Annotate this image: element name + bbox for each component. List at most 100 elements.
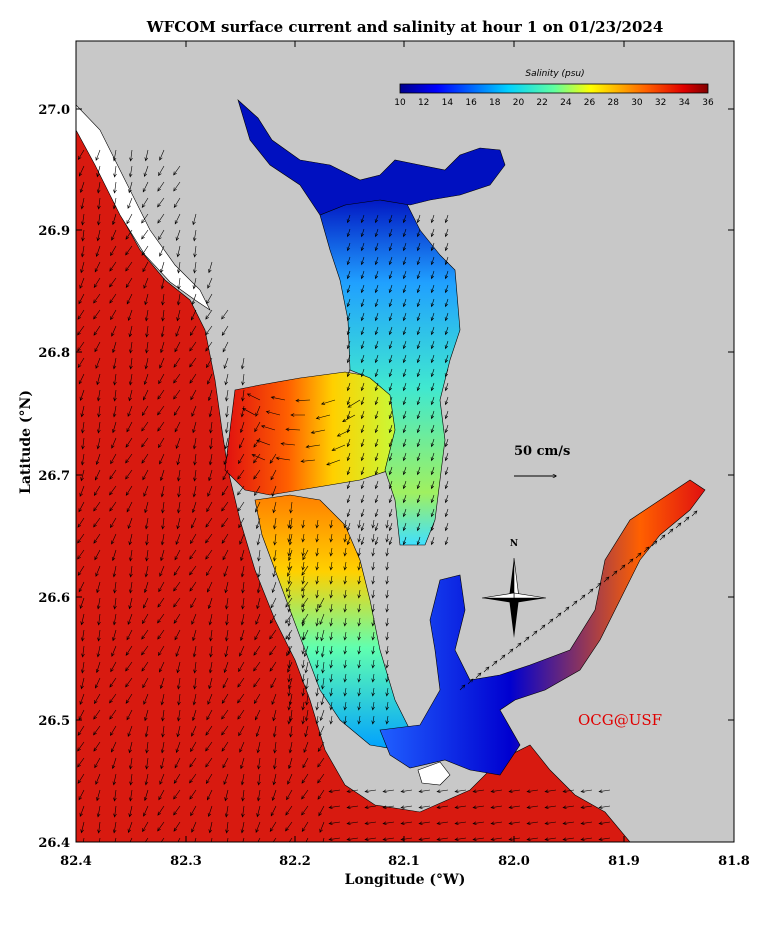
current-vector [286,581,293,593]
current-vector [287,715,291,725]
current-vector [111,645,117,657]
current-vector [253,693,261,704]
current-vector [189,341,197,352]
current-vector [142,821,149,833]
current-vector [436,805,449,809]
current-vector [191,293,197,306]
current-vector [94,693,101,705]
current-vector [125,437,133,448]
current-vector [241,389,245,402]
current-vector [208,261,213,274]
current-vector [388,270,393,280]
current-vector [126,421,133,433]
current-vector [301,631,305,641]
current-vector [209,421,213,434]
current-vector [173,597,181,608]
current-vector [208,661,213,674]
current-vector [192,437,197,450]
current-vector [126,709,133,721]
current-vector [79,693,85,705]
current-vector [239,533,245,545]
current-vector [388,466,393,476]
current-vector [240,405,245,418]
current-vector [329,589,333,599]
current-vector [571,600,578,607]
current-vector [285,597,293,608]
current-vector [374,382,379,392]
current-vector [144,517,149,530]
current-vector [142,613,149,625]
compass-rose: N [481,539,547,638]
current-vector [385,673,389,683]
current-vector [563,606,570,613]
current-vector [79,597,85,610]
current-vector [246,393,261,401]
current-vector [402,494,407,504]
current-vector [176,453,181,466]
current-vector [402,536,407,546]
current-vector [444,424,449,434]
current-vector [238,517,245,529]
current-vector [444,354,449,364]
current-vector [240,549,245,562]
current-vector [436,789,449,793]
current-vector [271,581,277,594]
current-vector [97,197,101,210]
current-vector [269,645,277,656]
current-vector [177,837,181,842]
current-vector [416,312,421,322]
current-vector [360,424,365,434]
current-vector [205,341,213,352]
current-vector [343,673,347,683]
current-vector [303,741,309,753]
current-vector [315,645,319,655]
current-vector [191,821,197,833]
current-vector [142,181,149,193]
current-vector [289,501,293,514]
current-vector [287,687,291,697]
current-vector [287,617,291,627]
current-vector [357,673,361,683]
current-vector [192,421,197,434]
current-vector [364,789,377,793]
current-vector [113,805,117,818]
current-vector [222,677,229,689]
current-vector [241,597,245,610]
current-vector [402,340,407,350]
colorbar-tick-label: 34 [679,98,691,108]
current-vector [271,693,277,705]
current-vector [315,519,319,529]
current-vector [128,805,133,818]
current-vector [208,821,213,834]
current-vector [125,661,133,672]
current-vector [269,821,277,832]
current-vector [402,284,407,294]
current-vector [301,603,305,613]
current-vector [99,837,101,842]
current-vector [329,687,333,697]
current-vector [346,354,351,364]
current-vector [129,341,133,354]
current-vector [143,389,149,401]
current-vector [110,725,117,736]
current-vector [360,410,365,420]
current-vector [81,229,85,242]
current-vector [360,522,365,532]
current-vector [143,581,149,594]
current-vector [112,773,117,786]
current-vector [207,693,213,705]
current-vector [430,536,435,546]
current-vector [382,789,395,793]
current-vector [357,575,361,585]
current-vector [272,565,277,578]
current-vector [289,709,293,722]
current-vector [224,373,229,386]
current-vector [173,773,181,784]
current-vector [257,549,261,562]
current-vector [287,773,293,785]
current-vector [189,373,197,384]
current-vector [598,805,611,809]
current-vector [143,693,149,705]
current-vector [257,565,261,578]
current-vector [544,837,557,841]
